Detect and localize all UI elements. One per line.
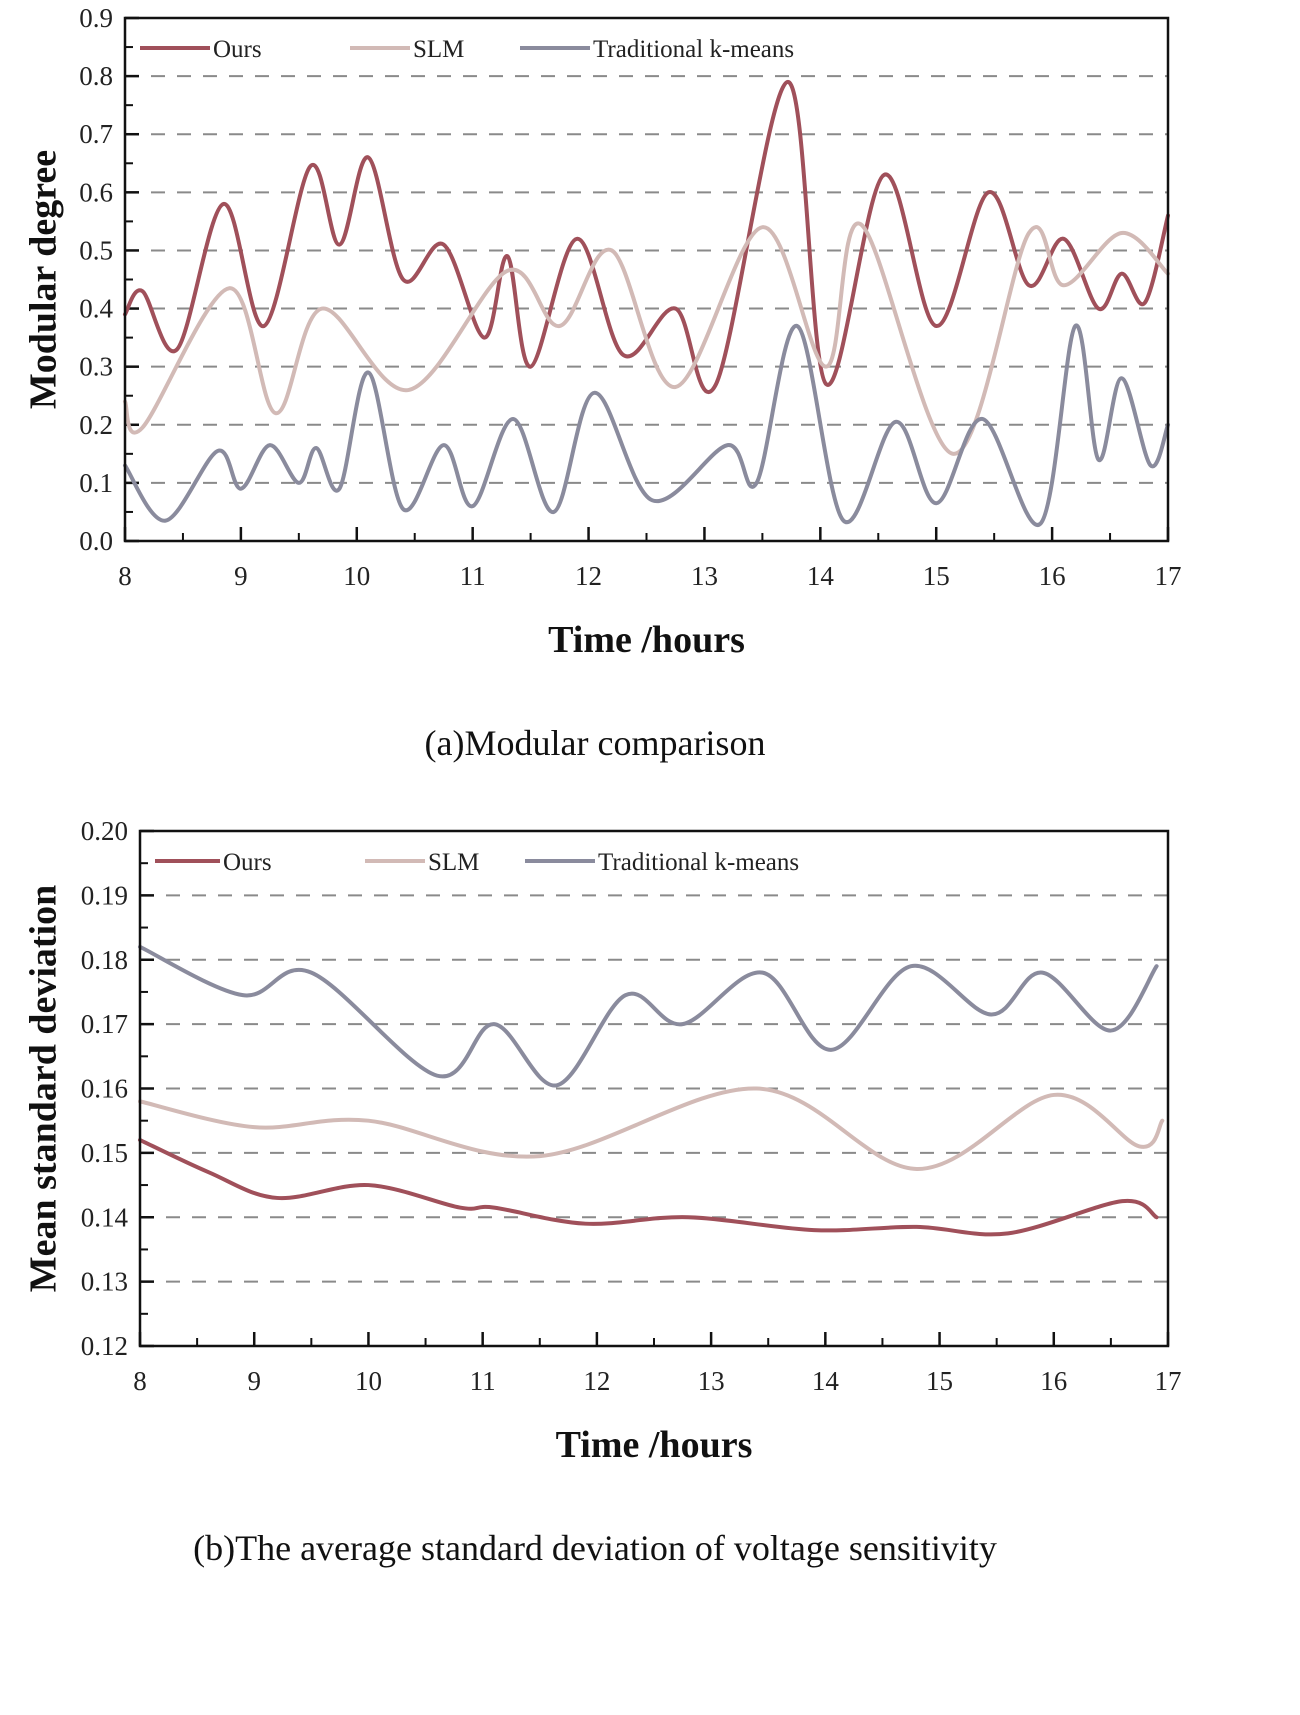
y-tick-label: 0.12	[81, 1331, 128, 1361]
y-tick-label: 0.5	[79, 235, 113, 265]
y-tick-label: 0.18	[81, 945, 128, 975]
y-tick-label: 0.6	[79, 177, 113, 207]
y-tick-label: 0.9	[79, 3, 113, 33]
y-tick-label: 0.15	[81, 1138, 128, 1168]
legend-label: Ours	[223, 849, 272, 876]
series-line-ours	[138, 1138, 1159, 1237]
x-tick-label: 17	[1155, 561, 1182, 591]
y-tick-label: 0.19	[81, 880, 128, 910]
x-axis-label: Time /hours	[548, 619, 745, 661]
x-tick-label: 17	[1155, 1366, 1182, 1396]
legend-label: SLM	[413, 36, 464, 63]
x-tick-label: 13	[691, 561, 718, 591]
y-tick-label: 0.0	[79, 526, 113, 556]
x-tick-label: 16	[1039, 561, 1066, 591]
series-line-slm	[138, 1086, 1165, 1171]
x-tick-label: 11	[460, 561, 486, 591]
y-tick-label: 0.16	[81, 1074, 128, 1104]
chart-mean-standard-deviation: 0.12 0.13 0.14 0.15 0.16 0.17 0.18 0.19 0.20 8 9 10…	[22, 816, 1181, 1568]
legend-label: Ours	[213, 36, 262, 63]
x-tick-label: 14	[812, 1366, 840, 1396]
y-axis-label: Mean standard deviation	[22, 885, 64, 1292]
series-line-slm	[123, 221, 1170, 456]
x-tick-label: 12	[583, 1366, 610, 1396]
y-axis-label: Modular degree	[22, 150, 64, 409]
x-tick-label: 10	[343, 561, 370, 591]
x-tick-label: 15	[926, 1366, 953, 1396]
chart-modular-comparison: 0.0 0.1 0.2 0.3 0.4 0.5 0.6 0.7 0.8 0.9 8 9 10 11 12 13…	[22, 3, 1181, 763]
y-tick-label: 0.20	[81, 816, 128, 846]
x-tick-label: 10	[355, 1366, 382, 1396]
y-tick-label: 0.17	[81, 1009, 128, 1039]
y-tick-label: 0.3	[79, 352, 113, 382]
x-tick-label: 9	[247, 1366, 261, 1396]
x-tick-label: 8	[133, 1366, 147, 1396]
legend-label: Traditional k-means	[593, 36, 794, 63]
series-line-ours	[123, 79, 1170, 395]
series-line-traditional-k-means	[138, 944, 1159, 1088]
plot-frame	[138, 829, 1170, 1348]
x-tick-label: 15	[923, 561, 950, 591]
y-tick-label: 0.4	[79, 294, 113, 324]
y-tick-label: 0.7	[79, 119, 113, 149]
x-tick-label: 11	[470, 1366, 496, 1396]
x-tick-label: 16	[1040, 1366, 1067, 1396]
x-tick-label: 12	[575, 561, 602, 591]
y-tick-label: 0.14	[81, 1202, 129, 1232]
y-tick-label: 0.2	[79, 410, 113, 440]
series-line-traditional-k-means	[123, 323, 1170, 527]
x-tick-label: 9	[234, 561, 248, 591]
y-tick-label: 0.8	[79, 61, 113, 91]
figure-caption: (b)The average standard deviation of vol…	[193, 1528, 997, 1568]
legend-label: SLM	[428, 849, 479, 876]
figure-caption: (a)Modular comparison	[425, 723, 766, 763]
x-tick-label: 8	[118, 561, 132, 591]
x-axis-label: Time /hours	[556, 1424, 753, 1466]
x-tick-label: 14	[807, 561, 835, 591]
y-tick-label: 0.13	[81, 1267, 128, 1297]
plot-frame	[123, 16, 1170, 543]
x-tick-label: 13	[698, 1366, 725, 1396]
y-tick-label: 0.1	[79, 468, 113, 498]
legend-label: Traditional k-means	[598, 849, 799, 876]
